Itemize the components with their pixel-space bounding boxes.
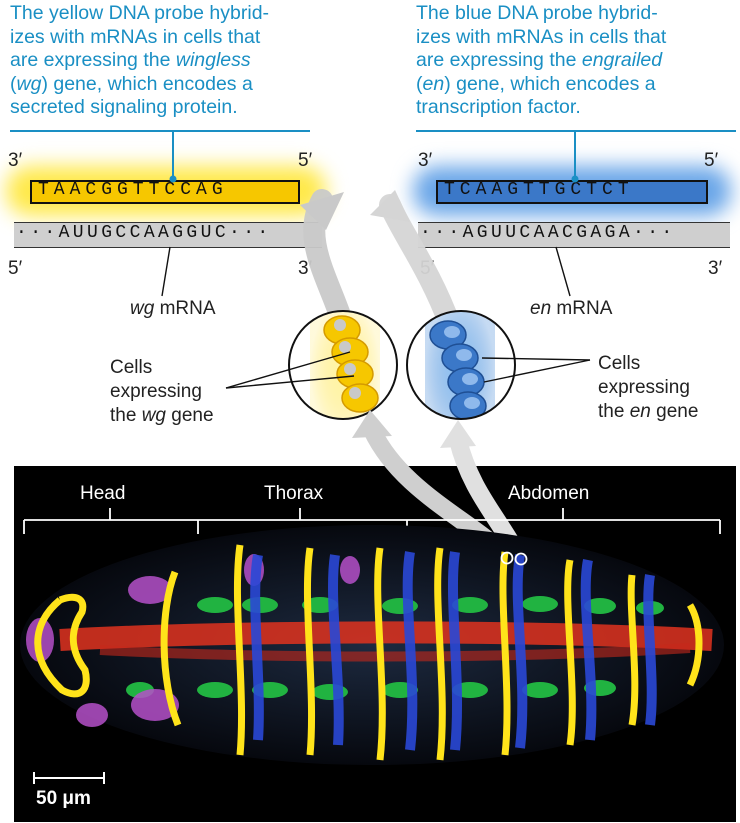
connector-dot: [571, 175, 579, 183]
hybridization-arrow: [379, 194, 461, 336]
scale-bar-label: 50 μm: [36, 788, 91, 809]
caption-text: ) gene, which encodes a: [444, 72, 656, 95]
gene-abbrev: wg: [141, 405, 166, 426]
label-text: mRNA: [154, 298, 216, 319]
region-label-thorax: Thorax: [264, 483, 324, 504]
three-prime-label: 3′: [418, 150, 433, 171]
caption-text: (: [10, 72, 17, 95]
red-midline-stain: [59, 621, 713, 651]
label-text: gene: [166, 405, 214, 426]
embryo-body: [20, 525, 724, 765]
region-label-head: Head: [80, 483, 126, 504]
cells-pointer-line: [225, 351, 351, 389]
caption-text: (: [416, 72, 423, 95]
gene-abbrev: en: [530, 298, 552, 319]
caption-line: are expressing the engrailed: [416, 49, 738, 73]
label-line: Cells: [598, 353, 641, 374]
en-cells-magnified: [407, 311, 515, 419]
cells-pointer-line: [481, 357, 591, 361]
label-line: Cells: [110, 357, 153, 378]
gene-abbrev: wg: [16, 72, 42, 95]
three-prime-label: 3′: [298, 258, 313, 279]
gene-abbrev: wg: [130, 298, 155, 319]
label-line: the wg gene: [110, 404, 214, 428]
en-probe-sequence: TCAAGTTGCTCT: [444, 180, 634, 200]
label-line: expressing: [598, 377, 690, 398]
gene-abbrev: en: [422, 72, 445, 95]
arrow-head: [300, 192, 344, 230]
caption-line: secreted signaling protein.: [10, 96, 238, 118]
caption-line: are expressing the wingless: [10, 49, 350, 73]
yellow-wg-stripes: [34, 544, 703, 761]
en-cells-label: Cells expressing the en gene: [598, 352, 698, 424]
caption-line: transcription factor.: [416, 96, 581, 118]
embryo-en-cell-marker: [514, 552, 528, 566]
region-label-abdomen: Abdomen: [508, 483, 590, 504]
arrow-head: [440, 420, 476, 448]
five-prime-label: 5′: [8, 258, 23, 279]
caption-line: izes with mRNAs in cells that: [10, 25, 261, 48]
wg-cells-magnified: [289, 311, 397, 419]
gene-abbrev: en: [629, 401, 651, 422]
arrow-head: [352, 410, 392, 438]
region-brackets: [23, 508, 721, 534]
five-prime-label: 5′: [298, 150, 313, 171]
wg-magnifier-circle: [288, 310, 398, 420]
caption-line: The yellow DNA probe hybrid-: [10, 2, 270, 24]
blue-en-stripes: [250, 551, 657, 751]
gene-name: wingless: [175, 49, 251, 71]
label-text: mRNA: [551, 298, 613, 319]
label-line: expressing: [110, 381, 202, 402]
caption-line: (wg) gene, which encodes a: [10, 73, 350, 97]
label-line: the en gene: [598, 400, 698, 424]
three-prime-label: 3′: [8, 150, 23, 171]
yellow-probe-caption: The yellow DNA probe hybrid- izes with m…: [10, 2, 350, 120]
caption-text: are expressing the: [10, 49, 176, 71]
five-prime-label: 5′: [704, 150, 719, 171]
label-text: the: [110, 405, 142, 426]
cells-pointer-line: [483, 359, 591, 383]
wg-mrna-label: wg mRNA: [130, 298, 216, 320]
scale-bar: [33, 772, 105, 784]
gene-name: engrailed: [581, 49, 663, 71]
caption-underline: [10, 130, 310, 132]
wg-mrna-band: [14, 222, 322, 248]
mrna-leader-line: [161, 246, 171, 297]
mrna-leader-line: [555, 246, 571, 297]
three-prime-label: 3′: [708, 258, 723, 279]
label-text: gene: [650, 401, 699, 422]
en-mrna-sequence: ···AGUUCAACGAGA···: [420, 223, 676, 243]
cells-pointer-line: [225, 375, 355, 389]
wg-cells-label: Cells expressing the wg gene: [110, 356, 214, 428]
caption-text: are expressing the: [416, 49, 582, 71]
blue-probe-caption: The blue DNA probe hybrid- izes with mRN…: [416, 2, 738, 120]
en-mrna-label: en mRNA: [530, 298, 612, 320]
en-magnifier-circle: [406, 310, 516, 420]
caption-line: izes with mRNAs in cells that: [416, 25, 667, 48]
arrow-head: [370, 190, 410, 222]
wg-probe-box: [30, 180, 300, 204]
connector-dot: [169, 175, 177, 183]
wg-mrna-sequence: ···AUUGCCAAGGUC···: [16, 223, 272, 243]
en-probe-box: [436, 180, 708, 204]
wg-probe-sequence: TAACGGTTCCAG: [38, 180, 228, 200]
label-text: the: [598, 401, 630, 422]
caption-text: ) gene, which encodes a: [41, 72, 253, 95]
caption-line: (en) gene, which encodes a: [416, 73, 738, 97]
purple-stain-patches: [26, 554, 360, 727]
embryo-wg-cell-marker: [500, 551, 514, 565]
caption-line: The blue DNA probe hybrid-: [416, 2, 658, 24]
en-mrna-band: [418, 222, 730, 248]
